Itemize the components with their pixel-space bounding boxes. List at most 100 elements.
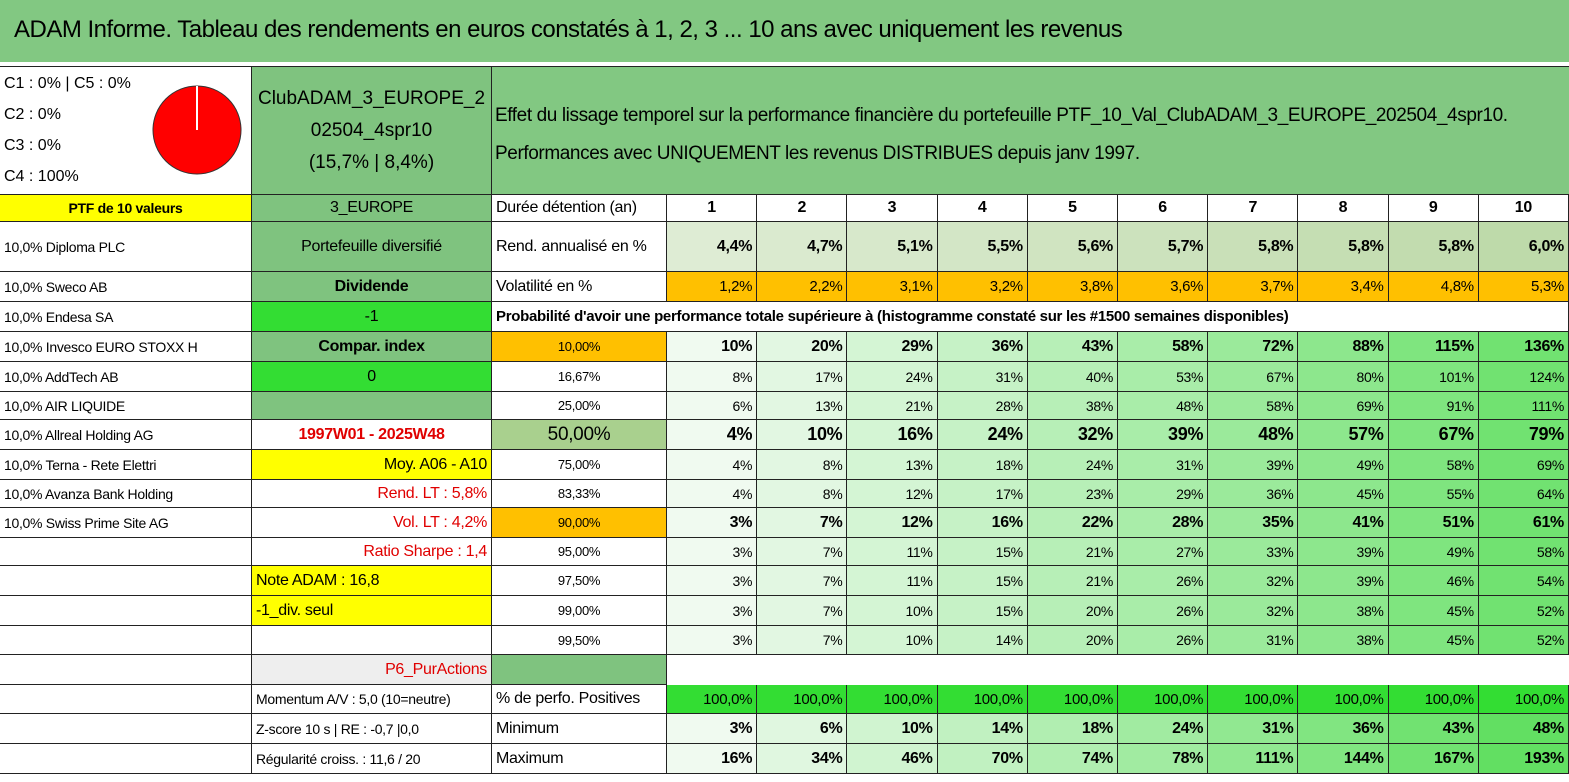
- value-cell: 55%: [1388, 480, 1479, 508]
- value-cell: 51%: [1388, 508, 1479, 538]
- holding-cell: 10,0% AIR LIQUIDE: [0, 392, 252, 420]
- value-cell: 17%: [937, 480, 1028, 508]
- title: ADAM Informe. Tableau des rendements en …: [14, 16, 1123, 43]
- label-cell: 95,00%: [492, 538, 667, 566]
- info-cell: 3_EUROPE: [252, 195, 492, 222]
- value-cell: 45%: [1388, 626, 1479, 655]
- value-cell: 58%: [1208, 392, 1299, 420]
- info-cell: 1997W01 - 2025W48: [252, 420, 492, 450]
- value-cell: 111%: [1208, 744, 1299, 774]
- value-cell: 38%: [1298, 626, 1389, 655]
- value-cell: 5,5%: [937, 222, 1028, 272]
- value-cell: 48%: [1118, 392, 1209, 420]
- value-cell: 39%: [1208, 450, 1299, 480]
- value-cell: 14%: [937, 626, 1028, 655]
- portfolio-cell: ClubADAM_3_EUROPE_202504_4spr10 (15,7% |…: [252, 66, 492, 195]
- value-cell: 7: [1208, 195, 1299, 222]
- value-cell: 21%: [1027, 538, 1118, 566]
- value-cell: 2,2%: [757, 272, 848, 302]
- value-cell: 88%: [1298, 332, 1389, 362]
- value-cell: 100,0%: [1388, 685, 1479, 714]
- value-cell: 4%: [667, 480, 758, 508]
- value-cell: 3%: [667, 626, 758, 655]
- value-cell: 18%: [1027, 714, 1118, 744]
- value-cell: 17%: [757, 362, 848, 392]
- value-cell: 69%: [1478, 450, 1569, 480]
- value-cell: 8%: [757, 480, 848, 508]
- holding-cell: PTF de 10 valeurs: [0, 195, 252, 222]
- value-cell: 3,8%: [1027, 272, 1118, 302]
- value-cell: 49%: [1298, 450, 1389, 480]
- value-cell: 8%: [757, 450, 848, 480]
- value-cell: 12%: [847, 508, 938, 538]
- value-cell: 57%: [1298, 420, 1389, 450]
- value-cell: 4%: [667, 420, 758, 450]
- value-cell: 26%: [1118, 596, 1209, 626]
- holding-cell: 10,0% Endesa SA: [0, 302, 252, 332]
- label-cell: 16,67%: [492, 362, 667, 392]
- holding-cell: 10,0% Avanza Bank Holding: [0, 480, 252, 508]
- value-cell: 6%: [757, 714, 848, 744]
- holding-cell: 10,0% AddTech AB: [0, 362, 252, 392]
- value-cell: 7%: [757, 538, 848, 566]
- value-cell: 10%: [847, 596, 938, 626]
- label-cell: 10,00%: [492, 332, 667, 362]
- value-cell: 24%: [847, 362, 938, 392]
- value-cell: 26%: [1118, 626, 1209, 655]
- value-cell: 2: [757, 195, 848, 222]
- value-cell: 100,0%: [667, 685, 758, 714]
- value-cell: 35%: [1208, 508, 1299, 538]
- holding-cell: 10,0% Swiss Prime Site AG: [0, 508, 252, 538]
- value-cell: 79%: [1478, 420, 1569, 450]
- info-cell: [252, 626, 492, 655]
- value-cell: 43%: [1388, 714, 1479, 744]
- value-cell: 9: [1388, 195, 1479, 222]
- value-cell: 20%: [1027, 626, 1118, 655]
- value-cell: 67%: [1208, 362, 1299, 392]
- label-cell: [492, 655, 667, 685]
- value-cell: 16%: [937, 508, 1028, 538]
- value-cell: 3%: [667, 566, 758, 596]
- value-cell: 8%: [667, 362, 758, 392]
- value-cell: 58%: [1388, 450, 1479, 480]
- value-cell: 49%: [1388, 538, 1479, 566]
- value-cell: 28%: [1118, 508, 1209, 538]
- value-cell: 34%: [757, 744, 848, 774]
- value-cell: 29%: [847, 332, 938, 362]
- info-cell: -1: [252, 302, 492, 332]
- value-cell: 20%: [1027, 596, 1118, 626]
- value-cell: 14%: [937, 714, 1028, 744]
- value-cell: 100,0%: [847, 685, 938, 714]
- value-cell: 100,0%: [757, 685, 848, 714]
- value-cell: 58%: [1478, 538, 1569, 566]
- value-cell: 3%: [667, 596, 758, 626]
- holding-cell: [0, 655, 252, 685]
- label-cell: Volatilité en %: [492, 272, 667, 302]
- value-cell: 10%: [757, 420, 848, 450]
- value-cell: 58%: [1118, 332, 1209, 362]
- info-cell: Ratio Sharpe : 1,4: [252, 538, 492, 566]
- value-cell: 52%: [1478, 596, 1569, 626]
- value-cell: 5,8%: [1208, 222, 1299, 272]
- value-cell: 16%: [847, 420, 938, 450]
- value-cell: 43%: [1027, 332, 1118, 362]
- value-cell: 10: [1478, 195, 1569, 222]
- description-line-2: Performances avec UNIQUEMENT les revenus…: [495, 143, 1140, 164]
- holding-cell: [0, 596, 252, 626]
- label-cell: 25,00%: [492, 392, 667, 420]
- info-cell: Note ADAM : 16,8: [252, 566, 492, 596]
- holding-cell: 10,0% Diploma PLC: [0, 222, 252, 272]
- value-cell: 36%: [1298, 714, 1389, 744]
- value-cell: 72%: [1208, 332, 1299, 362]
- label-cell: 99,00%: [492, 596, 667, 626]
- value-cell: 74%: [1027, 744, 1118, 774]
- value-cell: 10%: [667, 332, 758, 362]
- value-cell: 136%: [1478, 332, 1569, 362]
- value-cell: 67%: [1388, 420, 1479, 450]
- value-cell: 21%: [847, 392, 938, 420]
- value-cell: 144%: [1298, 744, 1389, 774]
- portfolio-name: ClubADAM_3_EUROPE_202504_4spr10: [257, 87, 486, 141]
- value-cell: 4,7%: [757, 222, 848, 272]
- value-cell: 41%: [1298, 508, 1389, 538]
- info-cell: Régularité croiss. : 11,6 / 20: [252, 744, 492, 774]
